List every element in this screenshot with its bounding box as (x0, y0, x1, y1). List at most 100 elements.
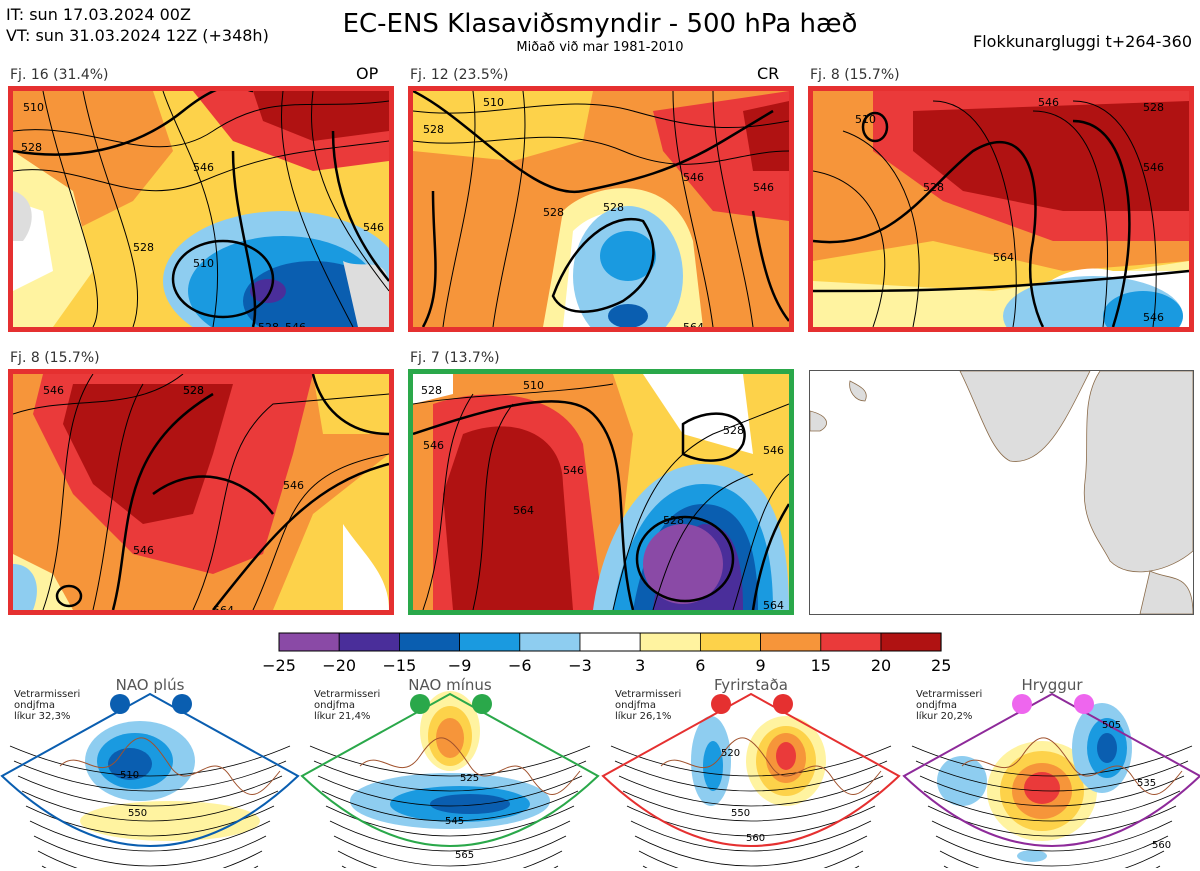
height-contour (333, 835, 567, 867)
land-outline-map (809, 370, 1194, 615)
contour-label: 565 (455, 850, 474, 861)
regime-dot-icon (773, 694, 793, 714)
anomaly-blob (703, 741, 723, 791)
anomaly-blob (108, 748, 152, 780)
colorbar-cell (820, 632, 882, 652)
panel-2-tag: CR (757, 64, 780, 83)
colorbar-tick-label: −15 (382, 656, 417, 675)
colorbar-cell (519, 632, 581, 652)
contour-label: 528 (603, 201, 624, 214)
cluster-map-3: 510 528 528 546 564 546 546 (813, 91, 1189, 327)
regime-note: líkur 26,1% (615, 711, 672, 722)
regime-dot-icon (110, 694, 130, 714)
cluster-panel-2: 510 528 528 546 528 546 564 (408, 86, 794, 332)
height-contour (931, 820, 1173, 852)
anomaly-blob (1097, 733, 1117, 763)
valid-time: VT: sun 31.03.2024 12Z (+348h) (6, 26, 269, 45)
panel-1-tag: OP (356, 64, 379, 83)
land-mass-icon (343, 261, 389, 327)
contour-label: 564 (683, 321, 704, 327)
cluster-map-5: 528 510 546 546 564 528 528 546 564 (413, 374, 789, 610)
contour-label: 546 (285, 321, 306, 327)
coastline (961, 737, 1183, 795)
land-mass-icon (809, 370, 1194, 615)
regime-probability-note: Vetrarmisseri ondjfma líkur 21,4% (314, 689, 380, 722)
contour-label: 510 (23, 101, 44, 114)
panel-1-label: Fj. 16 (31.4%) (10, 67, 109, 83)
regime-sector-outline (300, 692, 600, 847)
colorbar-cell (459, 632, 521, 652)
contour-label: 546 (283, 479, 304, 492)
height-contour (610, 745, 892, 777)
regime-note: líkur 21,4% (314, 711, 371, 722)
height-contour (9, 745, 291, 777)
contour-label: 546 (43, 384, 64, 397)
contour-label: 546 (683, 171, 704, 184)
cluster-panel-4: 546528528546546564 (8, 369, 394, 615)
height-contour (614, 760, 888, 792)
contour-label: 560 (746, 833, 765, 844)
regime-probability-note: Vetrarmisseri ondjfma líkur 26,1% (615, 689, 681, 722)
contour-label: 564 (513, 504, 534, 517)
contour-label: 510 (483, 96, 504, 109)
regime-note: ondjfma (314, 700, 355, 711)
regime-title: NAO plús (115, 676, 185, 694)
contour-label: 550 (731, 808, 750, 819)
init-time: IT: sun 17.03.2024 00Z (6, 5, 191, 24)
height-contour (939, 850, 1165, 868)
colorbar-cell (338, 632, 400, 652)
regime-note: ondjfma (14, 700, 55, 711)
colorbar-tick-label: 6 (695, 656, 706, 675)
panel-4-label: Fj. 8 (15.7%) (10, 350, 100, 366)
cluster-map-2: 510 528 528 546 528 546 564 (413, 91, 789, 327)
regime-note: líkur 32,3% (14, 711, 71, 722)
cluster-panel-3: 510 528 528 546 564 546 546 (808, 86, 1194, 332)
contour-label: 528 (183, 384, 204, 397)
contour-label: 528 (421, 384, 442, 397)
regime-dot-icon (410, 694, 430, 714)
contour-label: 528 (723, 424, 744, 437)
anomaly-colorbar (278, 632, 942, 652)
regime-note: Vetrarmisseri (615, 689, 682, 700)
coastline (59, 737, 281, 795)
contour-label: 560 (1152, 840, 1171, 851)
regime-sector-outline (902, 692, 1200, 847)
regime-title: Fyrirstaða (714, 676, 788, 694)
contour-label: 520 (721, 748, 740, 759)
cluster-panel-1: 510 528 546 528 510 546 528 546 (8, 86, 394, 332)
contour-label: 546 (563, 464, 584, 477)
height-contour (634, 835, 868, 867)
height-contour (37, 850, 263, 868)
height-contour (935, 835, 1169, 867)
contour-label: 564 (763, 599, 784, 610)
panel-2-label: Fj. 12 (23.5%) (410, 67, 509, 83)
page-subtitle: Miðað við mar 1981-2010 (516, 40, 684, 55)
colorbar-tick-label: 15 (810, 656, 831, 675)
regime-note: ondjfma (615, 700, 656, 711)
contour-label: 528 (423, 123, 444, 136)
height-contour (317, 775, 583, 807)
contour-label: 510 (120, 770, 139, 781)
colorbar-cell (760, 632, 822, 652)
colorbar-tick-label: −6 (508, 656, 532, 675)
regime-dot-icon (1012, 694, 1032, 714)
regime-dot-icon (172, 694, 192, 714)
anomaly-blob (80, 801, 260, 841)
regime-map: 520 550 560 (601, 692, 901, 868)
regime-sector-outline (0, 692, 300, 847)
header-info: IT: sun 17.03.2024 00Z VT: sun 31.03.202… (6, 4, 269, 46)
regime-map: 510 550 (0, 692, 300, 868)
regime-panel: NAO plús Vetrarmisseri ondjfma líkur 32,3% 5… (0, 676, 300, 868)
contour-label: 528 (543, 206, 564, 219)
anomaly-blob (1024, 772, 1060, 804)
regime-map: 525 545 565 (300, 691, 600, 868)
contour-label: 528 (663, 514, 684, 527)
regime-title: Hryggur (1021, 676, 1083, 694)
contour-label: 505 (1102, 720, 1121, 731)
regime-sector-outline (601, 692, 901, 847)
cluster-map-1: 510 528 546 528 510 546 528 546 (13, 91, 389, 327)
regime-probability-note: Vetrarmisseri ondjfma líkur 20,2% (916, 689, 982, 722)
cluster-panel-5: 528 510 546 546 564 528 528 546 564 (408, 369, 794, 615)
cluster-map-4: 546528528546546564 (13, 374, 389, 610)
contour-label: 546 (363, 221, 384, 234)
